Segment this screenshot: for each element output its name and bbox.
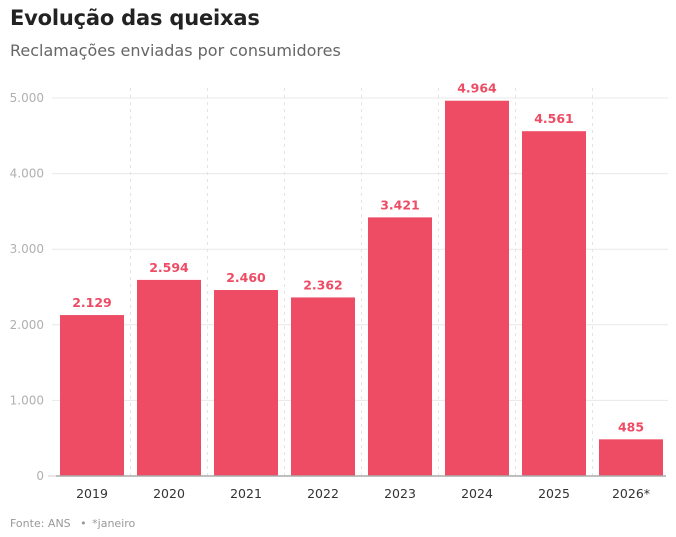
- x-tick-label: 2024: [461, 486, 493, 501]
- y-tick-label: 2.000: [10, 318, 44, 332]
- x-tick-label: 2019: [76, 486, 108, 501]
- separator: •: [80, 517, 87, 530]
- label-layer: 2.129 2019 2.594 2020 2.460 2021 2.362 2022 3.42…: [56, 81, 666, 501]
- bar-2024: [445, 100, 509, 476]
- data-label: 485: [618, 419, 644, 434]
- x-tick-label: 2023: [384, 486, 416, 501]
- chart-footer: Fonte: ANS • *janeiro: [10, 517, 135, 530]
- bar-2022: [291, 297, 355, 476]
- bar-2026*: [599, 439, 663, 476]
- y-tick-label: 4.000: [10, 167, 44, 181]
- y-tick-label: 0: [36, 469, 44, 483]
- bar-layer: [60, 100, 663, 476]
- data-label: 2.594: [149, 260, 189, 275]
- bar-2021: [214, 290, 278, 476]
- data-label: 4.964: [457, 81, 497, 96]
- y-tick-label: 1.000: [10, 393, 44, 407]
- source-note: Fonte: ANS: [10, 517, 71, 530]
- bar-2025: [522, 131, 586, 476]
- data-label: 4.561: [534, 111, 574, 126]
- x-tick-label: 2020: [153, 486, 185, 501]
- data-label: 2.362: [303, 277, 343, 292]
- x-tick-label: 2021: [230, 486, 262, 501]
- bar-2019: [60, 315, 124, 476]
- data-label: 2.129: [72, 295, 112, 310]
- y-tick-label: 5.000: [10, 91, 44, 105]
- footnote: *janeiro: [92, 517, 136, 530]
- data-label: 3.421: [380, 197, 420, 212]
- chart-subtitle: Reclamações enviadas por consumidores: [10, 41, 341, 60]
- x-tick-label: 2022: [307, 486, 339, 501]
- y-tick-label: 3.000: [10, 242, 44, 256]
- data-label: 2.460: [226, 270, 266, 285]
- x-tick-label: 2025: [538, 486, 570, 501]
- bar-2023: [368, 217, 432, 476]
- x-tick-label: 2026*: [612, 486, 650, 501]
- bar-2020: [137, 279, 201, 476]
- chart-title: Evolução das queixas: [10, 6, 260, 30]
